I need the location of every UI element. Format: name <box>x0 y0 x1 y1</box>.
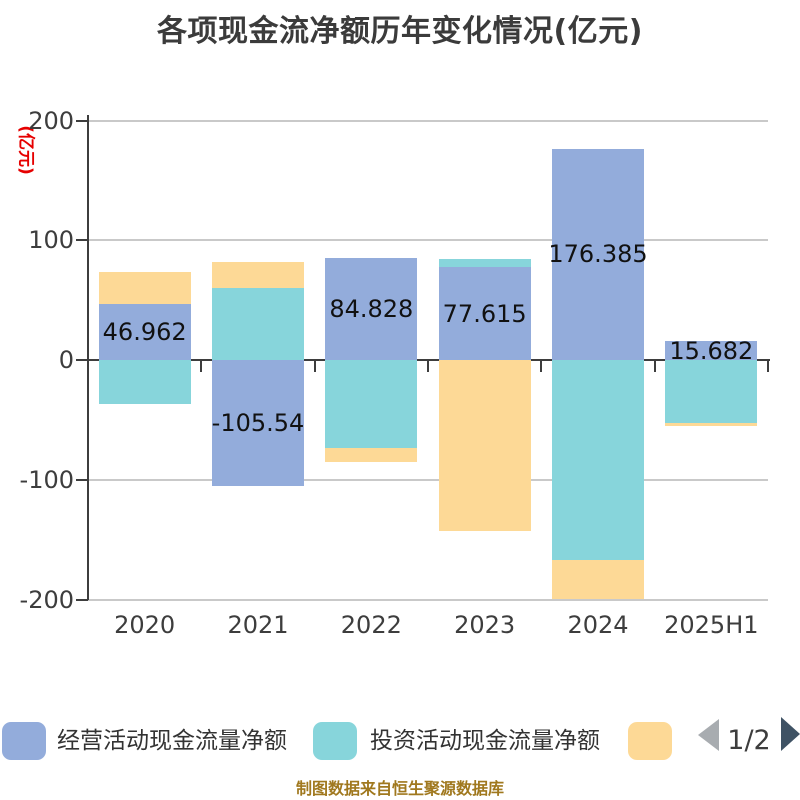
y-axis-tickmark <box>76 598 88 601</box>
y-axis-tick-label: -200 <box>19 585 74 614</box>
x-axis-category-label: 2020 <box>114 611 176 639</box>
y-axis-tickmark <box>76 239 88 242</box>
bar-segment-series3-2021 <box>212 261 304 289</box>
bar-segment-经营活动现金流量净额-2020 <box>98 303 191 360</box>
x-axis-category-label: 2021 <box>227 611 289 639</box>
legend-next-page-icon[interactable] <box>781 717 800 751</box>
bar-segment-投资活动现金流量净额-2022 <box>325 360 418 449</box>
bar-segment-series3-2022 <box>325 448 418 463</box>
gridline--200 <box>88 598 768 601</box>
bar-value-label: 46.962 <box>102 317 187 346</box>
legend-swatch-operating[interactable] <box>2 722 46 760</box>
bar-segment-series3-2025H1 <box>665 423 758 426</box>
y-axis-tickmark <box>76 359 88 361</box>
plot-area: 200 100 0 -100 -200 46.962 2020 -105.54 2021 84.8… <box>19 106 770 639</box>
x-axis-category-label: 2025H1 <box>664 611 759 639</box>
x-axis-tickmark <box>767 360 769 372</box>
bar-segment-投资活动现金流量净额-2025H1 <box>665 360 758 424</box>
bar-value-label: -105.54 <box>211 409 305 438</box>
bar-segment-经营活动现金流量净额-2024 <box>552 148 644 360</box>
legend-swatch-investing[interactable] <box>313 722 357 760</box>
gridline-100 <box>88 239 768 242</box>
x-axis-tickmark <box>313 360 316 372</box>
legend-swatch-series3[interactable] <box>628 722 672 760</box>
y-axis-tickmark <box>76 119 88 122</box>
x-axis-category-label: 2024 <box>567 611 629 639</box>
y-axis-tickmark <box>76 478 88 481</box>
x-axis-tickmark <box>427 360 429 372</box>
bar-value-label: 84.828 <box>329 295 414 324</box>
x-axis-tickmark <box>653 360 656 372</box>
y-axis-tick-label: -100 <box>19 465 74 494</box>
x-axis-tickmark <box>200 360 203 372</box>
bar-segment-series3-2024 <box>552 559 644 600</box>
bar-value-label: 77.615 <box>442 299 527 328</box>
legend-prev-page-icon[interactable] <box>698 719 719 751</box>
x-axis-line <box>88 359 770 361</box>
bar-segment-投资活动现金流量净额-2023 <box>438 258 531 268</box>
legend-label-investing[interactable]: 投资活动现金流量净额 <box>370 728 600 754</box>
bar-segment-series3-2020 <box>98 272 191 304</box>
x-axis-category-label: 2022 <box>340 611 402 639</box>
y-axis-tick-label: 0 <box>58 346 74 374</box>
gridline-200 <box>88 119 768 122</box>
legend-page-indicator: 1/2 <box>727 725 771 756</box>
legend-label-operating[interactable]: 经营活动现金流量净额 <box>57 728 287 754</box>
gridline--100 <box>88 478 768 481</box>
bar-segment-投资活动现金流量净额-2020 <box>98 360 191 404</box>
x-axis-tickmark <box>540 360 543 372</box>
bar-segment-经营活动现金流量净额-2023 <box>438 267 531 360</box>
y-axis-tick-label: 100 <box>28 226 74 255</box>
bar-segment-经营活动现金流量净额-2022 <box>325 258 418 360</box>
bar-segment-经营活动现金流量净额-2021 <box>212 360 304 487</box>
y-axis-tick-label: 200 <box>28 106 74 135</box>
bar-segment-series3-2023 <box>438 360 531 531</box>
chart-title: 各项现金流净额历年变化情况(亿元) <box>157 14 643 49</box>
bar-segment-经营活动现金流量净额-2025H1 <box>665 341 758 360</box>
bar-value-label: 15.682 <box>669 336 754 365</box>
data-source-caption: 制图数据来自恒生聚源数据库 <box>295 779 504 798</box>
x-axis-category-label: 2023 <box>454 611 516 639</box>
y-axis-line <box>87 115 89 600</box>
bar-segment-投资活动现金流量净额-2024 <box>552 360 644 560</box>
bar-value-label: 176.385 <box>548 240 648 269</box>
bar-segment-投资活动现金流量净额-2021 <box>212 288 304 360</box>
